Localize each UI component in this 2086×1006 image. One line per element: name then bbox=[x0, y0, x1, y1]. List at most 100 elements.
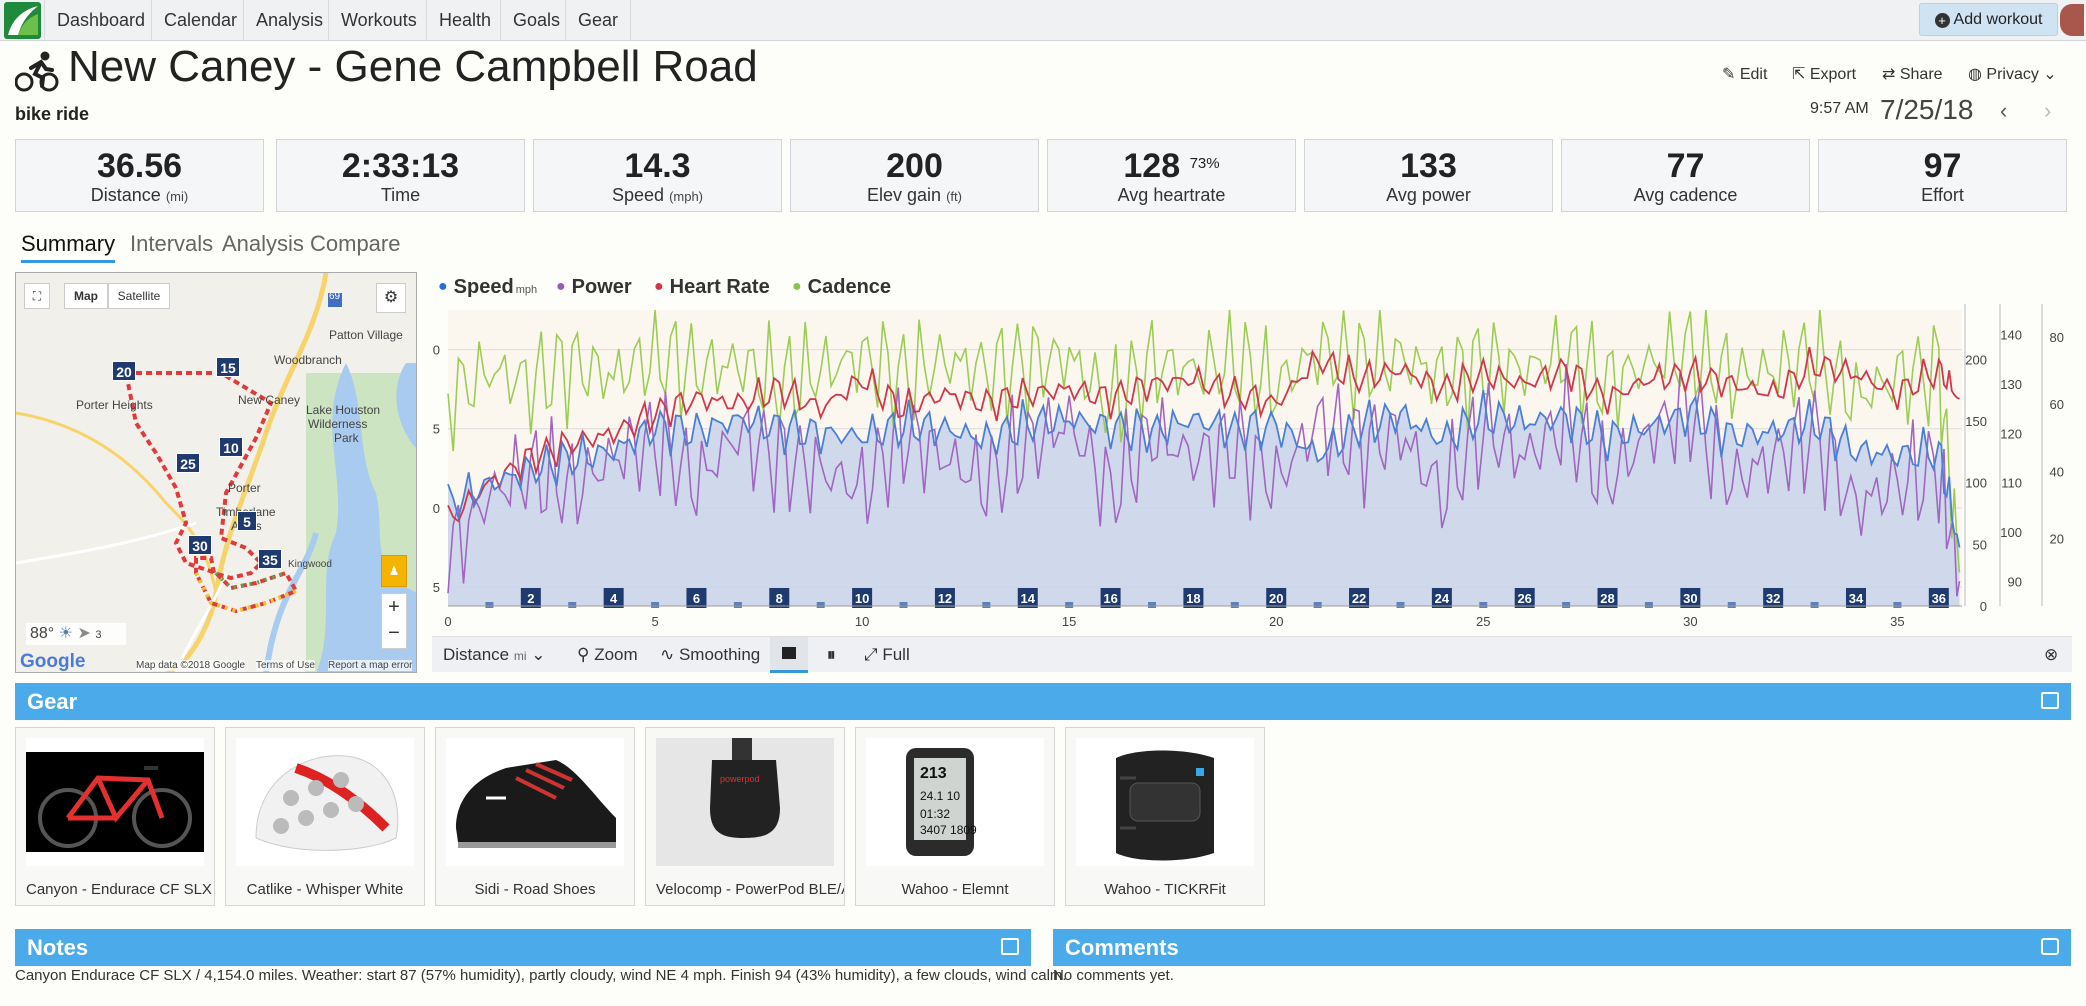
stat-avg-heartrate: 128 73% Avg heartrate bbox=[1047, 139, 1296, 212]
map-settings-gear-icon[interactable]: ⚙ bbox=[376, 283, 406, 313]
stat-label: Avg cadence bbox=[1633, 185, 1738, 205]
legend-cadence[interactable]: ● Cadence bbox=[792, 276, 891, 299]
legend-heart-rate[interactable]: ● Heart Rate bbox=[654, 276, 770, 299]
activity-type: bike ride bbox=[15, 104, 90, 124]
map-mile-marker[interactable]: 35 bbox=[258, 549, 282, 569]
street-view-pegman-icon[interactable]: ♟ bbox=[381, 555, 407, 587]
add-workout-button[interactable]: + Add workout bbox=[1919, 3, 2058, 36]
nav-calendar[interactable]: Calendar bbox=[151, 0, 249, 40]
highway-shield-label: 69 bbox=[329, 291, 341, 302]
x-axis-dropdown[interactable]: Distance mi ⌄ bbox=[443, 645, 546, 665]
shoes-image bbox=[446, 738, 624, 866]
nav-dashboard[interactable]: Dashboard bbox=[44, 0, 157, 40]
legend-dot: ● bbox=[792, 278, 802, 295]
stat-speed: 14.3 Speed (mph) bbox=[533, 139, 782, 212]
expand-icon: ⤢ bbox=[864, 645, 883, 664]
stat-distance: 36.56 Distance (mi) bbox=[15, 139, 264, 212]
smoothing-button[interactable]: ∿ Smoothing bbox=[660, 645, 760, 665]
lap-marker-label: 8 bbox=[776, 591, 783, 606]
map-mile-marker[interactable]: 25 bbox=[176, 453, 200, 473]
lap-marker bbox=[1845, 588, 1866, 608]
close-chart-icon[interactable]: ⊗ bbox=[2044, 645, 2059, 664]
map-place-label: Porter bbox=[228, 481, 261, 495]
bike-image bbox=[26, 738, 204, 866]
chart-svg[interactable]: 5101520051015202530350501001502009010011… bbox=[432, 272, 2072, 632]
report-map-error-link[interactable]: Report a map error bbox=[328, 660, 413, 671]
tab-summary[interactable]: Summary bbox=[21, 231, 116, 263]
lap-marker-label: 18 bbox=[1186, 591, 1200, 606]
fullscreen-icon[interactable]: ⛶ bbox=[24, 283, 50, 309]
route-map[interactable]: ⛶ Map Satellite ⚙ 69 Patton Village Wood… bbox=[15, 272, 417, 673]
next-workout-icon[interactable]: › bbox=[2044, 98, 2052, 123]
stat-avg-power: 133 Avg power bbox=[1304, 139, 1553, 212]
lap-marker-label: 30 bbox=[1683, 591, 1697, 606]
workout-time: 9:57 AM bbox=[1810, 100, 1869, 117]
map-mile-marker[interactable]: 15 bbox=[216, 357, 240, 377]
pause-icon[interactable]: ⏸ bbox=[827, 645, 836, 664]
tab-intervals[interactable]: Intervals bbox=[130, 231, 214, 256]
user-avatar[interactable] bbox=[2060, 4, 2084, 36]
nav-workouts[interactable]: Workouts bbox=[328, 0, 429, 40]
mile-tick bbox=[1562, 602, 1571, 608]
lap-marker bbox=[1183, 588, 1204, 608]
gear-item[interactable]: 213 24.1 10 01:32 3407 1809 Wahoo - Elemnt bbox=[855, 727, 1055, 906]
y-tick-speed: 15 bbox=[432, 422, 440, 437]
nav-health[interactable]: Health bbox=[426, 0, 503, 40]
stat-label: Time bbox=[380, 185, 421, 205]
chevron-down-icon: ⌄ bbox=[2038, 66, 2057, 83]
export-button[interactable]: ⇱ Export bbox=[1792, 64, 1856, 84]
share-label: Share bbox=[1899, 66, 1943, 83]
map-mile-marker[interactable]: 30 bbox=[188, 535, 212, 555]
lap-marker bbox=[1266, 588, 1287, 608]
map-mile-marker[interactable]: 20 bbox=[112, 361, 136, 381]
nav-gear[interactable]: Gear bbox=[565, 0, 632, 40]
legend-speed[interactable]: ● Speed mph bbox=[438, 276, 537, 299]
lap-marker bbox=[934, 588, 955, 608]
tab-compare[interactable]: Compare bbox=[310, 231, 401, 256]
lap-marker-label: 20 bbox=[1269, 591, 1283, 606]
gear-item[interactable]: Catlike - Whisper White bbox=[225, 727, 425, 906]
edit-button[interactable]: ✎ Edit bbox=[1722, 64, 1767, 84]
gear-item[interactable]: powerpod Velocomp - PowerPod BLE/ANT+ bbox=[645, 727, 845, 906]
y-tick-power: 150 bbox=[1965, 414, 1987, 429]
tab-analysis[interactable]: Analysis bbox=[222, 231, 304, 256]
mile-tick bbox=[651, 602, 660, 608]
workout-chart[interactable]: 5101520051015202530350501001502009010011… bbox=[432, 272, 2072, 632]
map-mile-marker[interactable]: 5 bbox=[237, 511, 257, 531]
app-logo[interactable] bbox=[4, 2, 41, 39]
svg-text:213: 213 bbox=[920, 765, 947, 782]
lap-marker bbox=[1597, 588, 1618, 608]
map-type-satellite-button[interactable]: Satellite bbox=[108, 283, 170, 309]
edit-gear-icon[interactable] bbox=[2041, 692, 2059, 709]
zoom-in-icon[interactable]: + bbox=[388, 596, 400, 618]
legend-power[interactable]: ● Power bbox=[556, 276, 632, 299]
map-terms-link[interactable]: Terms of Use bbox=[256, 660, 315, 671]
share-icon: ⇄ bbox=[1882, 66, 1900, 83]
lap-marker bbox=[1514, 588, 1535, 608]
top-navigation: Dashboard Calendar Analysis Workouts Hea… bbox=[0, 0, 2086, 41]
stat-effort: 97 Effort bbox=[1818, 139, 2067, 212]
share-button[interactable]: ⇄ Share bbox=[1882, 64, 1943, 84]
lap-markers-toggle[interactable] bbox=[770, 637, 808, 673]
smoothing-label: Smoothing bbox=[678, 645, 761, 664]
gear-item[interactable]: Sidi - Road Shoes bbox=[435, 727, 635, 906]
zoom-button[interactable]: ⚲ Zoom bbox=[577, 645, 638, 665]
gear-section-title: Gear bbox=[27, 689, 78, 714]
gear-item[interactable]: Canyon - Endurace CF SLX Disc 9.0 bbox=[15, 727, 215, 906]
privacy-dropdown[interactable]: ◍ Privacy ⌄ bbox=[1968, 64, 2057, 84]
gear-item[interactable]: Wahoo - TICKRFit bbox=[1065, 727, 1265, 906]
map-place-label: Lake Houston bbox=[306, 403, 381, 417]
zoom-out-icon[interactable]: − bbox=[388, 622, 400, 644]
map-mile-marker[interactable]: 10 bbox=[219, 437, 243, 457]
add-comment-icon[interactable] bbox=[2041, 938, 2059, 955]
wave-icon: ∿ bbox=[660, 645, 679, 664]
mile-tick bbox=[485, 602, 494, 608]
nav-analysis[interactable]: Analysis bbox=[243, 0, 335, 40]
stat-value: 97 bbox=[1923, 147, 1962, 185]
full-button[interactable]: ⤢ Full bbox=[864, 645, 910, 665]
edit-notes-icon[interactable] bbox=[1001, 938, 1019, 955]
map-type-map-button[interactable]: Map bbox=[64, 283, 108, 309]
mile-tick bbox=[1893, 602, 1902, 608]
previous-workout-icon[interactable]: ‹ bbox=[2000, 98, 2008, 123]
nav-goals[interactable]: Goals bbox=[500, 0, 572, 40]
